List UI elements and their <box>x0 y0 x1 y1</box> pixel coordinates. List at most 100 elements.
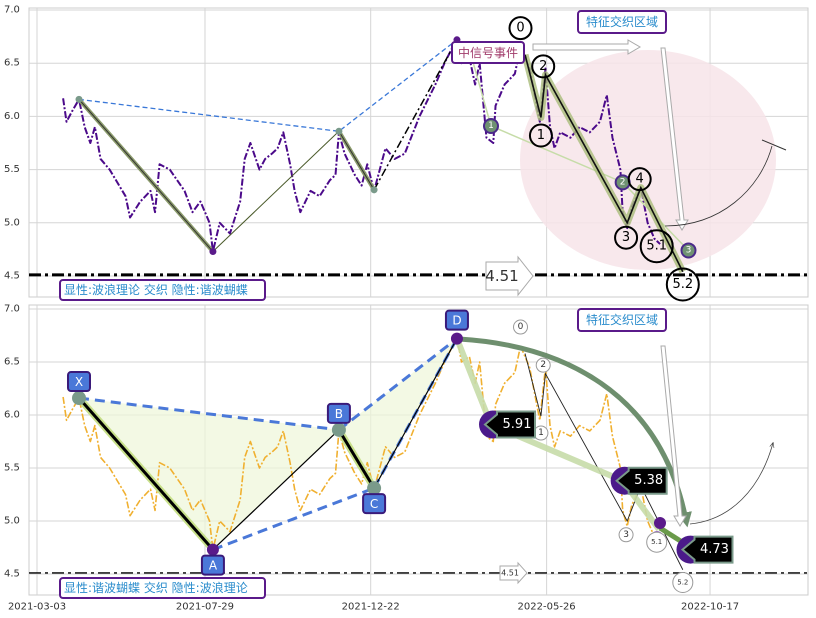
harmonic-triangle-bcd <box>338 338 457 489</box>
projection-arc-end-bar <box>761 139 787 151</box>
hollow-arrow-down-icon <box>660 47 689 231</box>
wave-label: 2 <box>540 360 546 370</box>
harmonic-label-box <box>326 402 351 424</box>
harmonic-leg-core <box>78 99 214 252</box>
harmonic-dashed-leg <box>78 396 340 432</box>
price-tag-box <box>483 410 536 439</box>
legend-text: 显性:波浪理论 交织 隐性:谐波蝴蝶 <box>64 282 248 297</box>
price-tag-label: 5.38 <box>634 473 663 488</box>
wave-label-circle <box>672 571 694 593</box>
wave-label: 4 <box>636 172 644 187</box>
harmonic-point-b <box>331 422 346 437</box>
support-label: 4.51 <box>485 267 518 285</box>
harmonic-leg-core <box>338 131 375 191</box>
wave-label-circle <box>508 16 533 41</box>
event-label: 中信号事件 <box>458 45 518 60</box>
wave-label-circle <box>513 319 529 335</box>
wave-label-circle <box>646 531 668 553</box>
harmonic-label-box <box>200 554 225 576</box>
signal-marker <box>680 242 697 259</box>
projection-arc-arrow <box>458 336 692 528</box>
signal-marker-label: 1 <box>488 121 494 131</box>
x-tick-label: 2021-07-29 <box>176 602 234 613</box>
x-tick-label: 2022-05-26 <box>518 602 576 613</box>
signal-marker-label: 3 <box>686 245 692 255</box>
price-tag-box <box>615 466 668 495</box>
wave-label: 2 <box>539 59 547 74</box>
wave-path-line <box>524 54 684 273</box>
wave-label-circle <box>639 229 674 264</box>
wave-label: 3 <box>622 230 630 245</box>
harmonic-point-a <box>206 543 219 556</box>
wave-label: 1 <box>537 128 545 143</box>
wave-label: 5.1 <box>646 239 667 254</box>
legend-box <box>59 577 266 599</box>
price-tag-box <box>680 535 734 564</box>
harmonic-leg-thin <box>212 429 340 551</box>
support-label-arrow <box>485 255 534 297</box>
harmonic-point-x <box>71 391 86 406</box>
harmonic-point-d <box>450 332 463 345</box>
price-tag-label: 4.73 <box>700 542 729 557</box>
legend-box <box>59 279 266 301</box>
hollow-arrow-right-icon <box>532 39 641 55</box>
harmonic-label-d: D <box>452 314 461 328</box>
x-tick-label: 2022-10-17 <box>681 602 739 613</box>
wave-label: 5.1 <box>651 538 662 546</box>
y-tick-label: 6.5 <box>4 357 20 368</box>
zone-label: 特征交织区域 <box>586 14 658 29</box>
harmonic-label-box <box>66 371 91 393</box>
wave-label-circle <box>665 267 700 302</box>
harmonic-label-c: C <box>370 497 378 511</box>
harmonic-point-a <box>209 248 217 256</box>
y-tick-label: 5.0 <box>4 217 20 228</box>
harmonic-leg-cd <box>373 39 458 191</box>
wave-label: 5.2 <box>677 578 688 586</box>
wave-label-circle <box>627 167 652 192</box>
harmonic-dashed-leg <box>337 337 458 432</box>
y-tick-label: 6.0 <box>4 111 20 122</box>
wave-path-line <box>524 353 684 570</box>
y-tick-label: 7.0 <box>4 304 20 315</box>
event-label-box <box>451 41 525 64</box>
zone-label-box <box>577 10 667 34</box>
wave-label: 0 <box>518 322 524 332</box>
wave-label: 5.2 <box>672 277 693 292</box>
forecast-arc-arrow <box>689 443 773 525</box>
y-tick-label: 5.5 <box>4 463 20 474</box>
x-axis: 2021-03-03 2021-07-29 2021-12-22 2022-05-26… <box>8 602 739 613</box>
harmonic-dashed-leg <box>212 486 375 552</box>
signal-marker <box>483 117 499 134</box>
signal-marker-label: 2 <box>620 177 626 187</box>
harmonic-label-box <box>444 309 469 331</box>
harmonic-leg-ab <box>212 130 340 252</box>
y-tick-label: 4.5 <box>4 569 20 580</box>
harmonic-leg-thick <box>337 429 376 489</box>
harmonic-leg-thick <box>77 397 215 551</box>
wave-label: 0 <box>516 21 524 36</box>
harmonic-label-box <box>362 493 387 515</box>
wave-label-circle <box>528 123 553 148</box>
y-tick-label: 5.0 <box>4 516 20 527</box>
support-label: 4.51 <box>501 568 519 577</box>
interweave-zone-ellipse <box>520 50 776 270</box>
harmonic-point-b <box>335 127 343 135</box>
y-tick-label: 5.5 <box>4 164 20 175</box>
harmonic-label-b: B <box>335 407 343 421</box>
wave-label-circle <box>531 54 556 79</box>
harmonic-point-x <box>75 95 83 103</box>
zone-label-box <box>577 308 667 332</box>
zone-label: 特征交织区域 <box>586 312 658 327</box>
wave-label: 1 <box>538 428 544 438</box>
harmonic-point-c <box>367 481 382 496</box>
y-tick-label: 6.5 <box>4 58 20 69</box>
y-tick-label: 7.0 <box>4 5 20 16</box>
projection-arc <box>664 145 773 227</box>
harmonic-dashed-xbd <box>78 39 458 132</box>
y-tick-label: 4.5 <box>4 271 20 282</box>
wave-label-circle <box>614 225 639 250</box>
signal-path-line <box>454 337 662 532</box>
x-tick-label: 2021-12-22 <box>342 602 400 613</box>
bottom-panel: 4.5 5.0 5.5 6.0 6.5 7.0 0 2 1 3 5.1 5.2 X A B C D 5.91 5.3… <box>4 304 809 599</box>
